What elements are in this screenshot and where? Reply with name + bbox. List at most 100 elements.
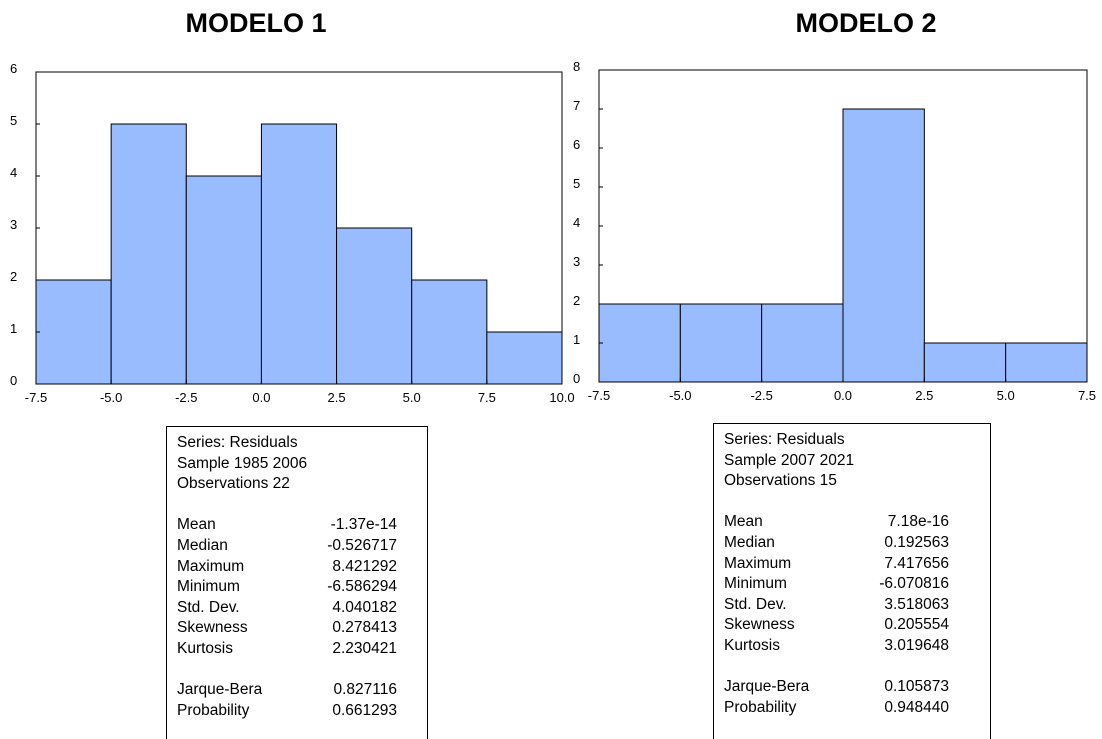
stats-value: 3.518063 [884, 595, 949, 613]
stats-row: Maximum 7.417656 [724, 554, 980, 575]
stats-row: Jarque-Bera 0.105873 [724, 677, 980, 698]
stats-row: Minimum -6.070816 [724, 574, 980, 595]
stats-value: 0.948440 [884, 698, 949, 716]
stats-sample: Sample 1985 2006 [177, 454, 308, 472]
stats-row: Median -0.526717 [177, 536, 417, 557]
stats-label: Mean [724, 513, 763, 531]
y-tick-label: 1 [10, 321, 17, 336]
stats-label: Kurtosis [177, 639, 233, 657]
stats-row: Minimum -6.586294 [177, 577, 417, 598]
y-tick-label: 3 [573, 254, 580, 269]
y-tick-label: 6 [10, 61, 17, 76]
stats-series: Series: Residuals [724, 431, 845, 448]
stats-value: 4.040182 [332, 598, 397, 616]
histogram-bar [260, 123, 338, 385]
y-tick-label: 7 [573, 98, 580, 113]
stats-series: Series: Residuals [177, 434, 298, 451]
y-tick-label: 0 [10, 373, 17, 388]
histogram-bar [1005, 342, 1088, 383]
stats-row: Std. Dev. 4.040182 [177, 598, 417, 619]
x-tick-label: -5.0 [100, 390, 122, 405]
stats-observations: Observations 15 [724, 472, 837, 490]
x-tick-label: -7.5 [25, 390, 47, 405]
stats-label: Median [724, 533, 775, 551]
stats-label: Minimum [177, 578, 240, 596]
x-tick-label: 0.0 [252, 390, 270, 405]
histogram-bar [336, 227, 413, 385]
x-tick-label: 5.0 [403, 390, 421, 405]
stats-label: Maximum [177, 557, 245, 575]
histogram-bar [486, 331, 563, 385]
x-tick-label: 0.0 [834, 388, 852, 403]
stats-value: 0.661293 [332, 701, 397, 719]
x-tick-label: 2.5 [328, 390, 346, 405]
x-tick-label: -5.0 [669, 388, 691, 403]
stats-row: Maximum 8.421292 [177, 557, 417, 578]
stats-label: Kurtosis [724, 636, 780, 654]
stats-row: Probability 0.661293 [177, 701, 417, 722]
stats-label: Maximum [724, 554, 792, 572]
stats-label: Jarque-Bera [724, 678, 810, 696]
y-tick-label: 4 [10, 165, 17, 180]
stats-label: Std. Dev. [177, 598, 240, 616]
chart-title-modelo-1: MODELO 1 [185, 8, 327, 38]
y-tick-label: 0 [573, 371, 580, 386]
stats-value: 0.192563 [884, 533, 949, 551]
stats-row: Kurtosis 2.230421 [177, 639, 417, 660]
stats-observations: Observations 22 [177, 475, 290, 493]
y-tick-label: 1 [573, 332, 580, 347]
x-tick-label: -2.5 [750, 388, 772, 403]
stats-row: Mean -1.37e-14 [177, 515, 417, 536]
histogram-bar [185, 175, 262, 385]
stats-label: Skewness [177, 619, 248, 637]
x-tick-label: 10.0 [549, 390, 574, 405]
x-tick-label: 7.5 [1078, 388, 1096, 403]
stats-value: 0.827116 [333, 681, 398, 699]
stats-label: Jarque-Bera [177, 681, 263, 699]
stats-label: Skewness [724, 616, 795, 634]
x-tick-label: 7.5 [478, 390, 496, 405]
histogram-bar [923, 342, 1007, 383]
x-tick-label: 5.0 [997, 388, 1015, 403]
stats-row: Kurtosis 3.019648 [724, 636, 980, 657]
stats-value: 3.019648 [884, 636, 949, 654]
x-tick-label: 2.5 [915, 388, 933, 403]
y-tick-label: 6 [573, 137, 580, 152]
stats-row: Skewness 0.205554 [724, 615, 980, 636]
histogram-bar [110, 123, 187, 385]
histogram-bar [598, 303, 681, 383]
histogram-bar [842, 108, 925, 383]
stats-row: Jarque-Bera 0.827116 [177, 680, 417, 701]
stats-value: 0.205554 [884, 616, 949, 634]
stats-value: 8.421292 [332, 557, 397, 575]
y-tick-label: 5 [573, 176, 580, 191]
stats-value: -6.586294 [327, 578, 397, 596]
y-tick-label: 4 [573, 215, 580, 230]
stats-value: 0.278413 [332, 619, 397, 637]
stats-label: Probability [177, 701, 250, 719]
x-tick-label: -7.5 [588, 388, 610, 403]
stats-label: Probability [724, 698, 797, 716]
stats-box-modelo-1: Series: Residuals Sample 1985 2006 Obser… [166, 426, 428, 739]
y-tick-label: 2 [10, 269, 17, 284]
stats-value: 0.105873 [884, 678, 949, 696]
histogram-bar [35, 279, 112, 385]
stats-sample: Sample 2007 2021 [724, 451, 855, 469]
stats-value: 2.230421 [332, 639, 397, 657]
histograms-svg: 0 1 2 3 4 5 6 -7.5 -5.0 -2.5 0.0 2.5 5.0 7.5 10.0 0 1 2 3 4… [10, 59, 1096, 405]
histogram-bar [761, 303, 844, 383]
stats-row: Probability 0.948440 [724, 698, 980, 719]
histogram-bar [411, 279, 488, 385]
y-tick-label: 5 [10, 113, 17, 128]
stats-label: Mean [177, 516, 216, 534]
chart-title-modelo-2: MODELO 2 [795, 8, 937, 38]
y-tick-label: 2 [573, 293, 580, 308]
y-tick-label: 8 [573, 59, 580, 74]
stats-box-modelo-2: Series: Residuals Sample 2007 2021 Obser… [713, 423, 991, 739]
stats-row: Std. Dev. 3.518063 [724, 595, 980, 616]
stats-value: -0.526717 [327, 536, 397, 554]
histogram-bar [679, 303, 763, 383]
stats-value: 7.18e-16 [887, 513, 949, 531]
stats-value: -1.37e-14 [330, 516, 397, 534]
stats-row: Mean 7.18e-16 [724, 512, 980, 533]
